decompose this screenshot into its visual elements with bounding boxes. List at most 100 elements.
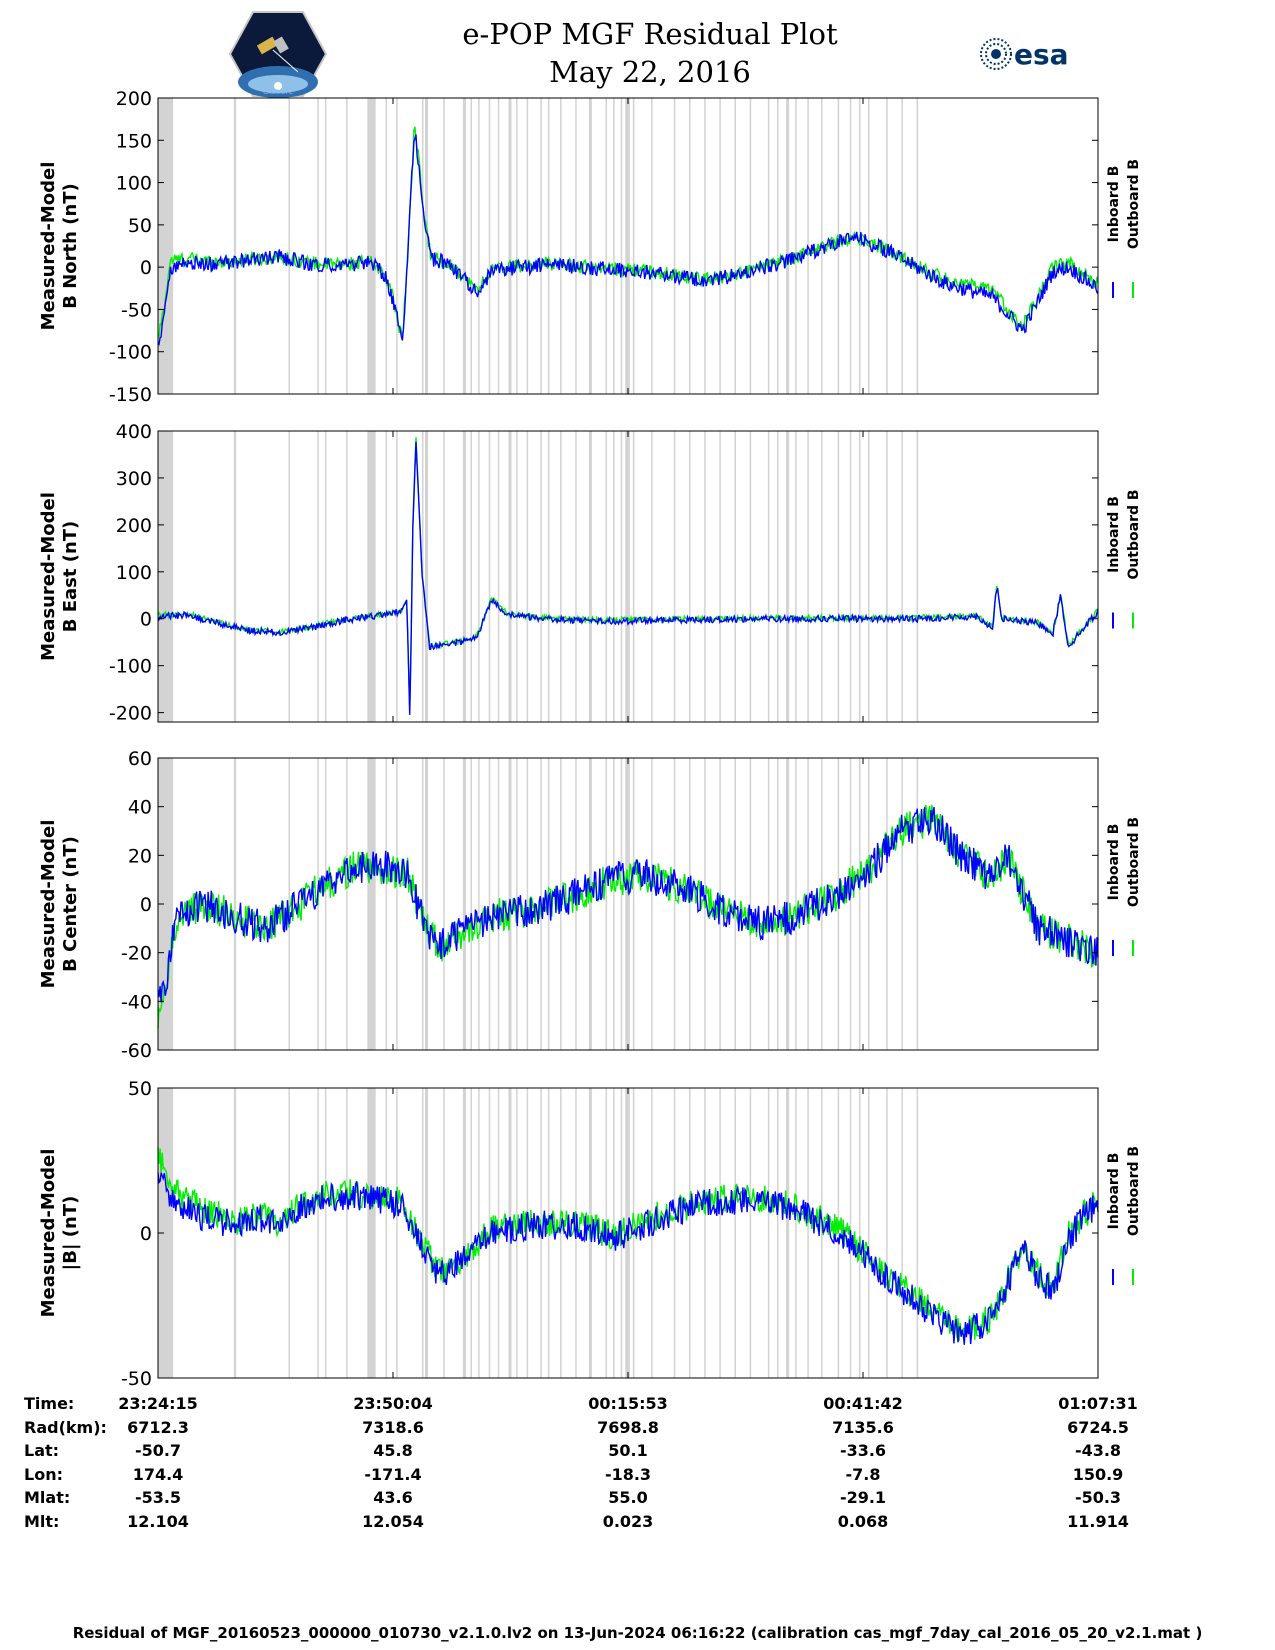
info-cell: 00:41:42	[823, 1394, 903, 1413]
data-gap-bar	[317, 1088, 319, 1378]
data-gap-bar	[540, 431, 542, 722]
y-axis-label: Measured-Model	[38, 1149, 59, 1318]
data-gap-bar	[462, 1088, 466, 1378]
legend-label-outboard: Outboard B	[1126, 489, 1142, 579]
data-gap-bar	[526, 758, 529, 1050]
data-gap-bar	[858, 98, 861, 394]
data-gap-bar	[916, 758, 919, 1050]
data-gap-bar	[234, 758, 237, 1050]
y-tick-label: -150	[109, 384, 152, 406]
data-gap-bar	[605, 431, 608, 722]
data-gap-bar	[749, 758, 752, 1050]
y-tick-label: -50	[121, 299, 152, 321]
data-gap-bar	[673, 98, 676, 394]
data-gap-bar	[916, 98, 919, 394]
info-cell: -50.3	[1074, 1488, 1122, 1507]
data-gap-bar	[346, 431, 348, 722]
data-gap-bar	[719, 431, 721, 722]
data-gap-bar	[470, 98, 473, 394]
series-line-inboard	[157, 134, 1099, 346]
data-gap-bar	[786, 758, 790, 1050]
info-cell: 11.914	[1067, 1511, 1129, 1531]
info-row-label: Lat:	[24, 1441, 60, 1460]
info-cell: 0.023	[602, 1511, 654, 1531]
data-gap-bar	[369, 1088, 376, 1378]
info-cell: 150.9	[1072, 1464, 1124, 1484]
info-row-label: Rad(km):	[24, 1417, 107, 1437]
data-gap-bar	[165, 431, 169, 722]
info-cell: -53.5	[134, 1488, 182, 1507]
data-gap-bar	[858, 431, 861, 722]
data-gap-bar	[385, 431, 388, 722]
y-tick-label: -20	[121, 943, 152, 965]
data-gap-bar	[317, 431, 319, 722]
data-gap-bar	[324, 431, 327, 722]
data-gap-bar	[443, 98, 445, 394]
panel-2: -200 -100 0 100 200 300 400 Measured-Model B Eas…	[38, 421, 1142, 725]
info-cell: -43.8	[1074, 1441, 1122, 1460]
data-gap-bar	[605, 98, 608, 394]
data-gap-bar	[620, 431, 623, 722]
data-gap-bar	[807, 1088, 809, 1378]
data-gap-bar	[396, 758, 398, 1050]
data-gap-bar	[820, 1088, 823, 1378]
data-gap-bar	[526, 1088, 529, 1378]
data-gap-bar	[425, 758, 429, 1050]
data-gap-bar	[776, 1088, 779, 1378]
data-gap-bar	[516, 758, 518, 1050]
info-cell: 6712.3	[127, 1417, 189, 1437]
y-tick-label: 0	[140, 257, 152, 279]
info-cell: 01:07:31	[1058, 1394, 1138, 1413]
data-gap-bar	[324, 1088, 327, 1378]
data-gap-bar	[625, 758, 630, 1050]
legend-label-inboard: Inboard B	[1106, 166, 1122, 243]
data-gap-bar	[719, 98, 721, 394]
data-gap-bar	[346, 1088, 348, 1378]
data-gap-bar	[688, 98, 691, 394]
series-line-inboard	[157, 806, 1099, 1003]
y-tick-label: 0	[140, 1223, 152, 1245]
data-gap-bar	[488, 98, 491, 394]
y-axis-label: Measured-Model	[38, 492, 59, 661]
data-gap-bar	[901, 1088, 903, 1378]
panel-1: -150 -100 -50 0 50 100 150 200 Measured-Model B N…	[38, 88, 1142, 406]
info-cell: 43.6	[373, 1488, 413, 1507]
cassiope-logo: CASSIOPE	[228, 11, 328, 98]
data-gap-bar	[470, 1088, 473, 1378]
data-gap-bar	[560, 431, 562, 722]
data-gap-bar	[540, 98, 542, 394]
data-gap-bar	[734, 1088, 737, 1378]
legend-label-inboard: Inboard B	[1106, 824, 1122, 901]
data-gap-bar	[497, 431, 500, 722]
data-gap-bar	[632, 98, 635, 394]
data-gap-bar	[807, 431, 809, 722]
y-axis-label: B Center (nT)	[60, 836, 81, 972]
esa-logo: esa	[980, 38, 1069, 71]
data-gap-bar	[165, 98, 169, 394]
data-gap-bar	[369, 431, 376, 722]
info-cell: 50.1	[608, 1441, 648, 1460]
y-tick-label: -60	[121, 1040, 152, 1062]
data-gap-bar	[688, 431, 691, 722]
data-gap-bar	[767, 98, 770, 394]
data-gap-bar	[886, 431, 888, 722]
data-gap-bar	[916, 1088, 919, 1378]
data-gap-bar	[901, 431, 903, 722]
data-gap-bar	[673, 1088, 676, 1378]
data-gap-bar	[719, 1088, 721, 1378]
data-gap-bar	[234, 98, 237, 394]
data-gap-bar	[165, 758, 169, 1050]
data-gap-bar	[749, 431, 752, 722]
data-gap-bar	[385, 758, 388, 1050]
y-tick-label: 400	[116, 421, 152, 443]
data-gap-bar	[632, 758, 635, 1050]
y-tick-label: 200	[116, 515, 152, 537]
y-tick-label: -100	[109, 656, 152, 678]
data-gap-bar	[620, 98, 623, 394]
data-gap-bar	[346, 758, 348, 1050]
y-axis-label: B North (nT)	[60, 183, 81, 309]
info-cell: 12.104	[127, 1511, 189, 1531]
data-gap-bar	[369, 98, 376, 394]
y-tick-label: 40	[128, 797, 152, 819]
data-gap-bar	[868, 1088, 870, 1378]
